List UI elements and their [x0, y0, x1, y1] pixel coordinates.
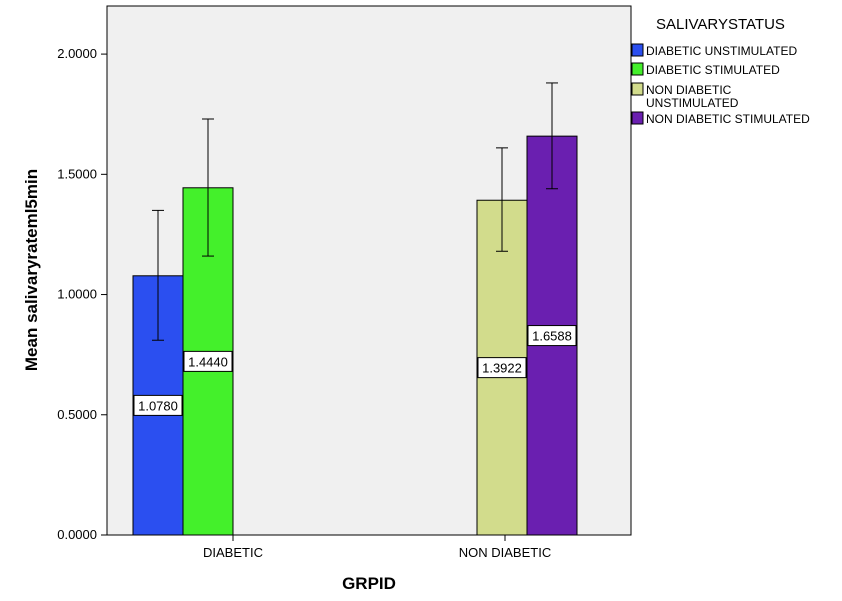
legend-swatch	[631, 111, 644, 125]
y-axis: 0.0000 0.5000 1.0000 1.5000 2.0000	[57, 46, 107, 542]
data-label-box	[133, 394, 183, 416]
y-tick-label: 2.0000	[57, 46, 97, 61]
y-tick-label: 0.0000	[57, 527, 97, 542]
data-label: 1.6588	[532, 329, 572, 344]
legend: SALIVARYSTATUS DIABETIC UNSTIMULATED DIAB…	[631, 16, 810, 126]
data-label: 1.3922	[482, 361, 522, 376]
y-axis-title: Mean salivaryrateml5min	[22, 169, 41, 371]
y-tick-label: 0.5000	[57, 407, 97, 422]
legend-label: DIABETIC STIMULATED	[646, 63, 780, 77]
data-label-box	[477, 357, 527, 379]
data-label: 1.4440	[188, 354, 228, 369]
x-tick-label: NON DIABETIC	[459, 545, 551, 560]
y-tick-label: 1.5000	[57, 166, 97, 181]
x-axis: DIABETIC NON DIABETIC	[203, 535, 551, 560]
y-tick-label: 1.0000	[57, 287, 97, 302]
legend-label: DIABETIC UNSTIMULATED	[646, 44, 797, 58]
legend-label: NON DIABETIC	[646, 83, 732, 97]
data-label: 1.0780	[138, 398, 178, 413]
data-label-box	[183, 350, 233, 372]
x-tick-label: DIABETIC	[203, 545, 263, 560]
legend-swatch	[631, 82, 644, 96]
legend-label: UNSTIMULATED	[646, 96, 739, 110]
data-labels: 1.0780 1.4440 1.3922 1.6588	[133, 325, 577, 416]
x-axis-title: GRPID	[342, 574, 396, 593]
legend-swatch	[631, 62, 644, 76]
legend-swatch	[631, 43, 644, 57]
legend-label: NON DIABETIC STIMULATED	[646, 112, 810, 126]
data-label-box	[527, 325, 577, 347]
legend-title: SALIVARYSTATUS	[656, 16, 785, 33]
